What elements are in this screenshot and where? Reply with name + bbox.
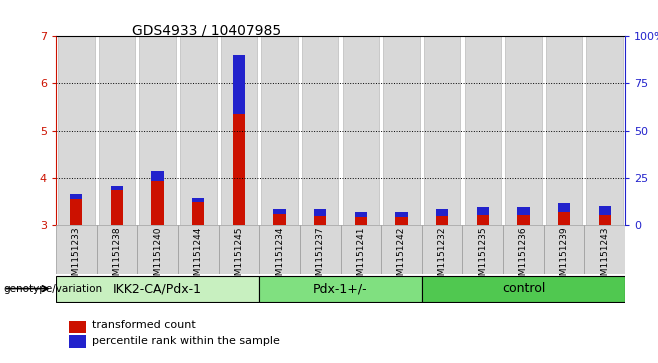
- Bar: [505, 36, 542, 225]
- Bar: [151, 171, 164, 181]
- Text: control: control: [502, 282, 545, 295]
- Text: GSM1151240: GSM1151240: [153, 227, 162, 287]
- Bar: [586, 36, 623, 225]
- Bar: [395, 217, 407, 225]
- Bar: [274, 208, 286, 214]
- Bar: [218, 225, 259, 274]
- Bar: [70, 195, 82, 199]
- Bar: [261, 36, 298, 225]
- Bar: [422, 276, 625, 302]
- Bar: [517, 207, 530, 215]
- Text: GSM1151232: GSM1151232: [438, 227, 447, 287]
- Bar: [192, 203, 205, 225]
- Bar: [139, 36, 176, 225]
- Bar: [546, 36, 582, 225]
- Bar: [111, 186, 123, 225]
- Bar: [233, 55, 245, 114]
- Text: GSM1151239: GSM1151239: [559, 227, 569, 287]
- Bar: [151, 171, 164, 225]
- Bar: [314, 208, 326, 216]
- Bar: [476, 207, 489, 215]
- Text: percentile rank within the sample: percentile rank within the sample: [92, 336, 280, 346]
- Text: genotype/variation: genotype/variation: [3, 284, 103, 294]
- Bar: [436, 209, 448, 216]
- Bar: [192, 198, 205, 203]
- Bar: [424, 36, 461, 225]
- Text: transformed count: transformed count: [92, 320, 196, 330]
- Bar: [178, 225, 218, 274]
- Text: GSM1151241: GSM1151241: [357, 227, 365, 287]
- Bar: [180, 36, 216, 225]
- Bar: [259, 225, 300, 274]
- Text: GSM1151234: GSM1151234: [275, 227, 284, 287]
- Bar: [99, 36, 135, 225]
- Text: GSM1151244: GSM1151244: [193, 227, 203, 287]
- Bar: [111, 186, 123, 189]
- Text: GSM1151235: GSM1151235: [478, 227, 488, 287]
- Bar: [395, 212, 407, 217]
- Bar: [355, 217, 367, 225]
- Bar: [233, 55, 245, 225]
- Text: IKK2-CA/Pdx-1: IKK2-CA/Pdx-1: [113, 282, 202, 295]
- Bar: [58, 36, 95, 225]
- Bar: [465, 36, 501, 225]
- Bar: [302, 36, 338, 225]
- Bar: [599, 215, 611, 225]
- Bar: [56, 276, 259, 302]
- Bar: [599, 206, 611, 215]
- Bar: [422, 225, 463, 274]
- Text: GSM1151245: GSM1151245: [234, 227, 243, 287]
- Bar: [476, 215, 489, 225]
- Bar: [70, 199, 82, 225]
- Text: GSM1151237: GSM1151237: [316, 227, 324, 287]
- Bar: [558, 212, 570, 225]
- Text: Pdx-1+/-: Pdx-1+/-: [313, 282, 368, 295]
- Bar: [517, 215, 530, 225]
- Bar: [463, 225, 503, 274]
- Bar: [274, 214, 286, 225]
- Bar: [341, 225, 381, 274]
- Bar: [138, 225, 178, 274]
- Bar: [355, 212, 367, 217]
- Bar: [56, 225, 97, 274]
- Text: GSM1151243: GSM1151243: [600, 227, 609, 287]
- Bar: [436, 216, 448, 225]
- Text: GDS4933 / 10407985: GDS4933 / 10407985: [132, 24, 281, 38]
- Text: GSM1151236: GSM1151236: [519, 227, 528, 287]
- Bar: [381, 225, 422, 274]
- Text: GSM1151238: GSM1151238: [113, 227, 122, 287]
- Bar: [259, 276, 422, 302]
- Bar: [343, 36, 379, 225]
- Bar: [314, 216, 326, 225]
- Text: GSM1151242: GSM1151242: [397, 227, 406, 287]
- Text: GSM1151233: GSM1151233: [72, 227, 81, 287]
- Bar: [97, 225, 138, 274]
- Bar: [383, 36, 420, 225]
- Bar: [503, 225, 544, 274]
- Bar: [220, 36, 257, 225]
- Bar: [584, 225, 625, 274]
- Bar: [300, 225, 341, 274]
- Bar: [544, 225, 584, 274]
- Bar: [558, 203, 570, 212]
